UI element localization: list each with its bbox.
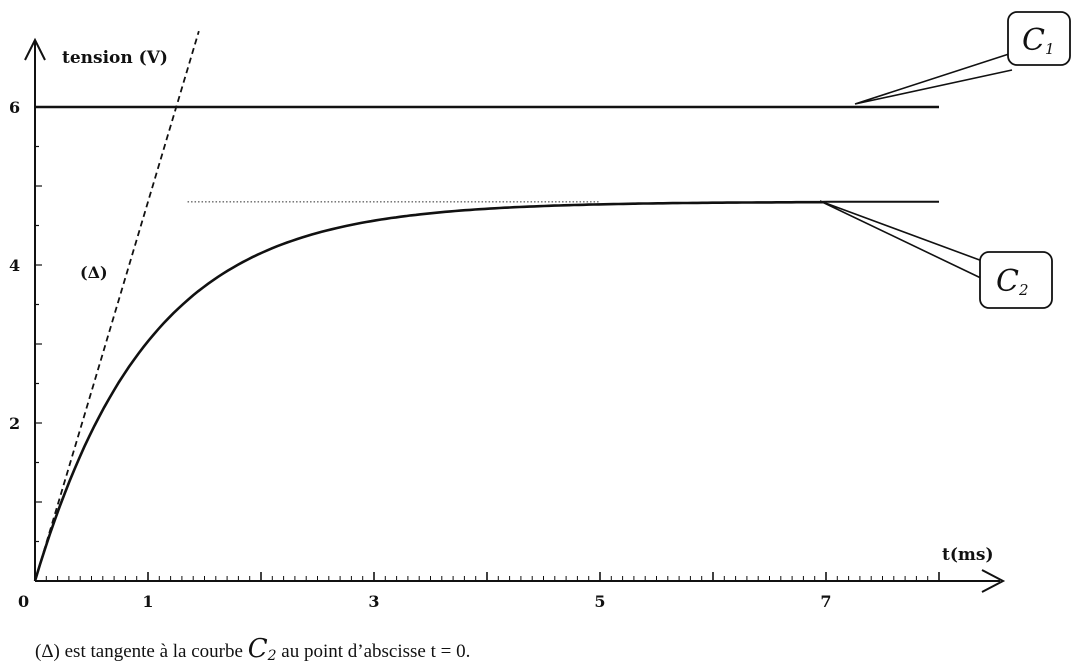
x-minor-ticks: [45, 572, 940, 581]
y-tick-label-4: 4: [9, 256, 20, 275]
callout-c2-box: [979, 251, 1053, 309]
y-axis-arrow: [24, 37, 46, 61]
callout-c2-label: C2: [996, 264, 1029, 299]
x-tick-label-7: 7: [820, 592, 831, 611]
x-axis-label: t(ms): [942, 545, 994, 565]
callout-c2-pointer: [819, 200, 986, 281]
callout-c1: C1: [854, 11, 1071, 105]
callout-c2: C2: [819, 200, 1053, 309]
axes: [24, 37, 1006, 593]
x-tick-label-1: 1: [142, 592, 153, 611]
chart-caption: (Δ) est tangente à la courbe C2 au point…: [35, 634, 470, 664]
x-tick-label-5: 5: [594, 592, 605, 611]
y-axis-label: tension (V): [62, 48, 168, 68]
y-tick-label-2: 2: [9, 414, 20, 433]
callout-c1-label: C1: [1022, 23, 1055, 58]
x-axis-arrow: [981, 569, 1006, 593]
callout-c1-box: [1007, 11, 1071, 66]
callout-c1-pointer: [854, 52, 1013, 105]
series-c2-curve: [33, 200, 827, 582]
x-tick-label-3: 3: [368, 592, 379, 611]
series-tangent-dashed: [34, 30, 200, 582]
x-tick-label-0: 0: [18, 592, 29, 611]
y-tick-label-6: 6: [9, 98, 20, 117]
tangent-label: (Δ): [80, 263, 108, 282]
